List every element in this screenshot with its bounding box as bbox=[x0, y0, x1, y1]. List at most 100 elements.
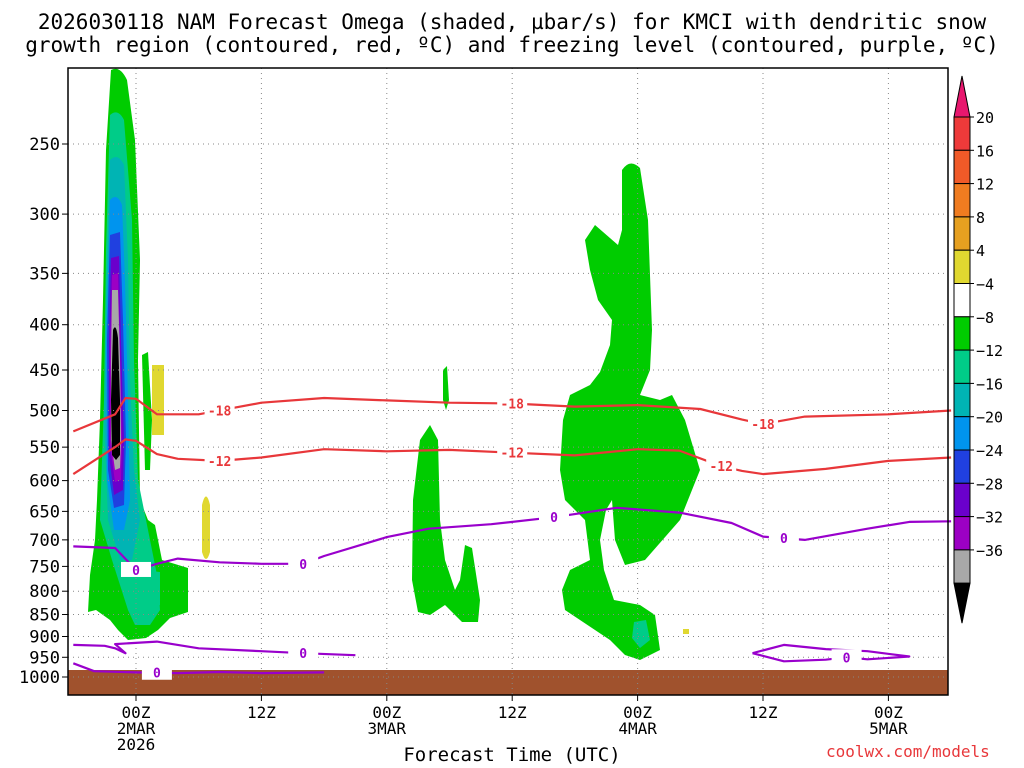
x-tick-label: 12Z bbox=[247, 703, 276, 722]
contour-line bbox=[72, 662, 325, 675]
colorbar-label: −32 bbox=[976, 509, 1003, 527]
colorbar-label: −28 bbox=[976, 475, 1003, 493]
colorbar-swatch bbox=[953, 516, 971, 551]
x-tick-label: 00Z bbox=[122, 703, 151, 722]
omega-region-teal-right bbox=[632, 620, 650, 648]
contour-label-bg bbox=[497, 395, 528, 411]
colorbar-label: −12 bbox=[976, 342, 1003, 360]
colorbar-swatch bbox=[953, 183, 971, 218]
omega-region-green-left-branch bbox=[142, 352, 152, 470]
y-tick-label: 850 bbox=[29, 606, 60, 626]
colorbar-label: 16 bbox=[976, 142, 994, 160]
contour-line bbox=[73, 640, 356, 657]
colorbar-swatch bbox=[953, 382, 971, 418]
contour-label-bg bbox=[141, 664, 172, 680]
contour-label-bg bbox=[121, 561, 151, 577]
contour-label-bg bbox=[706, 458, 737, 474]
y-tick-label: 800 bbox=[29, 582, 60, 602]
omega-region-green-middle bbox=[412, 425, 480, 622]
x-tick-label: 00Z bbox=[623, 703, 652, 722]
contour-label: -12 bbox=[709, 460, 732, 475]
contour-label: -18 bbox=[500, 398, 524, 413]
contour-label-bg bbox=[204, 452, 235, 468]
terrain-ground bbox=[68, 670, 948, 695]
y-tick-label: 750 bbox=[29, 557, 60, 577]
grid-lines bbox=[68, 68, 948, 695]
contour-label-bg bbox=[539, 509, 569, 525]
contour-label: -18 bbox=[751, 418, 775, 433]
colorbar-label: 8 bbox=[976, 209, 985, 227]
credit-text: coolwx.com/models bbox=[826, 742, 990, 761]
contour-label: -12 bbox=[208, 455, 231, 470]
chart-title-line2: growth region (contoured, red, ºC) and f… bbox=[25, 33, 999, 57]
y-tick-label: 450 bbox=[29, 361, 60, 381]
omega-region-yellow-1 bbox=[152, 365, 164, 435]
contour-label-bg bbox=[748, 416, 778, 432]
plot-area bbox=[68, 68, 948, 695]
contour-label-bg bbox=[204, 402, 235, 418]
omega-region-black-left bbox=[111, 327, 120, 460]
x-tick-label: 12Z bbox=[498, 703, 527, 722]
colorbar-label: −24 bbox=[976, 442, 1003, 460]
omega-region-green-sliver bbox=[443, 366, 449, 410]
y-tick-label: 500 bbox=[29, 402, 60, 422]
colorbar-swatch bbox=[953, 149, 971, 185]
y-axis: 2503003504004505005506006507007508008509… bbox=[19, 135, 68, 688]
colorbar-label: 12 bbox=[976, 176, 994, 194]
colorbar-arrow-bottom bbox=[953, 582, 971, 624]
contour-label: -18 bbox=[208, 405, 232, 420]
omega-region-yellow-3 bbox=[683, 629, 689, 634]
colorbar-label: −20 bbox=[976, 409, 1003, 427]
y-tick-label: 300 bbox=[29, 205, 60, 225]
y-tick-label: 350 bbox=[29, 264, 60, 284]
y-tick-label: 250 bbox=[29, 135, 60, 155]
contour-label: 0 bbox=[843, 651, 851, 666]
x-tick-label: 2MAR bbox=[117, 719, 156, 738]
contour-line bbox=[752, 643, 911, 663]
omega-region-yellow-2 bbox=[202, 496, 210, 559]
contour-label: -12 bbox=[500, 447, 523, 462]
x-tick-label: 12Z bbox=[749, 703, 778, 722]
colorbar-swatch bbox=[953, 283, 971, 318]
x-tick-label: 3MAR bbox=[368, 719, 407, 738]
contour-label-bg bbox=[768, 530, 799, 546]
colorbar-arrow-top bbox=[953, 75, 971, 118]
colorbar-label: −36 bbox=[976, 542, 1003, 560]
contour-label: 0 bbox=[780, 532, 788, 547]
plot-frame bbox=[67, 67, 949, 696]
colorbar-swatch bbox=[953, 349, 971, 384]
y-tick-label: 1000 bbox=[19, 668, 60, 688]
y-tick-label: 400 bbox=[29, 316, 60, 336]
x-axis-label: Forecast Time (UTC) bbox=[403, 744, 621, 766]
x-tick-label: 00Z bbox=[874, 703, 903, 722]
y-tick-label: 700 bbox=[29, 531, 60, 551]
contour-label: 0 bbox=[153, 667, 161, 682]
y-tick-label: 600 bbox=[29, 472, 60, 492]
colorbar-swatch bbox=[953, 116, 971, 151]
y-tick-label: 950 bbox=[29, 648, 60, 668]
contour-label-bg bbox=[288, 555, 319, 571]
contour-label: 0 bbox=[299, 647, 307, 662]
colorbar-label: 4 bbox=[976, 242, 985, 260]
contour-line bbox=[72, 438, 952, 476]
contour-label-bg bbox=[497, 444, 528, 460]
colorbar-swatch bbox=[953, 482, 971, 518]
colorbar-label: −16 bbox=[976, 375, 1003, 393]
colorbar-swatch bbox=[953, 249, 971, 284]
x-tick-label: 5MAR bbox=[869, 719, 908, 738]
contour-label: 0 bbox=[550, 511, 558, 526]
x-tick-label: 2026 bbox=[117, 735, 156, 754]
colorbar-swatch bbox=[953, 549, 971, 584]
contour-lines: -18 -18 -18 -12 -12 -12 0 0 0 0 0 0 0 bbox=[72, 395, 952, 682]
omega-region-green-right bbox=[560, 163, 700, 661]
colorbar-label: −4 bbox=[976, 276, 994, 294]
y-tick-label: 650 bbox=[29, 502, 60, 522]
colorbar-swatch bbox=[953, 416, 971, 451]
colorbar-swatch bbox=[953, 316, 971, 351]
contour-label-bg bbox=[831, 649, 862, 665]
colorbar-label: 20 bbox=[976, 109, 994, 127]
contour-label-bg bbox=[288, 645, 319, 661]
x-tick-label: 4MAR bbox=[618, 719, 657, 738]
y-tick-label: 900 bbox=[29, 627, 60, 647]
